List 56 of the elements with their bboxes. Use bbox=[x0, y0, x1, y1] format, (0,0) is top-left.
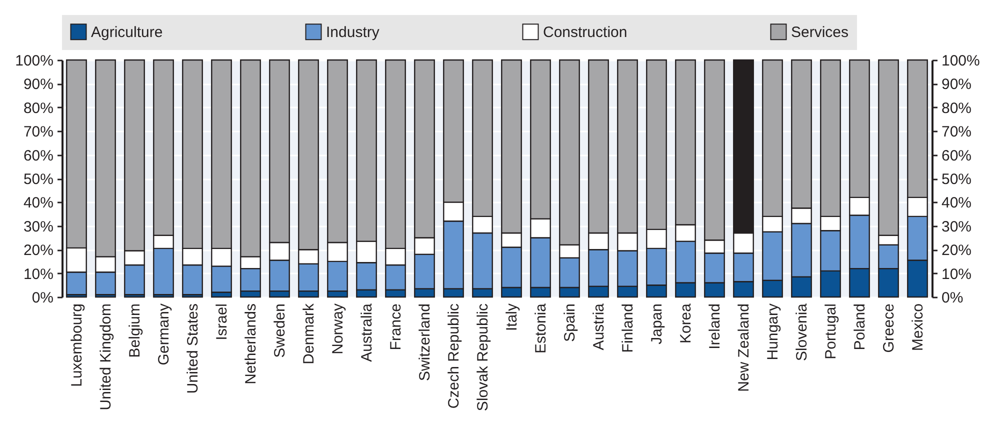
legend-label: Industry bbox=[326, 24, 380, 41]
x-tick-label: Slovak Republic bbox=[474, 303, 492, 412]
x-tick-label: Israel bbox=[214, 304, 230, 340]
x-tick-label: Luxembourg bbox=[68, 304, 86, 387]
x-tick-label: Portugal bbox=[822, 304, 840, 360]
x-tick-label: Finland bbox=[620, 304, 636, 353]
y-tick-label: 90% bbox=[23, 76, 54, 94]
x-tick-label: Estonia bbox=[532, 302, 550, 354]
y2-tick-label: 20% bbox=[942, 242, 972, 260]
y-tick-label: 80% bbox=[23, 100, 54, 117]
y2-tick-label: 40% bbox=[942, 194, 972, 212]
y-tick-label: 70% bbox=[23, 124, 54, 141]
y2-tick-label: 50% bbox=[942, 171, 972, 188]
y2-tick-label: 90% bbox=[942, 76, 972, 94]
legend-label: Services bbox=[791, 24, 849, 41]
x-tick-label: Ireland bbox=[706, 304, 724, 350]
y-tick-label: 50% bbox=[23, 171, 54, 188]
x-tick-label: Hungary bbox=[764, 303, 782, 360]
legend-label: Agriculture bbox=[91, 24, 163, 41]
y2-tick-label: 10% bbox=[942, 266, 972, 283]
y-tick-label: 60% bbox=[23, 147, 54, 164]
y-tick-label: 20% bbox=[23, 242, 54, 260]
x-tick-label: Czech Republic bbox=[446, 303, 462, 409]
y-tick-label: 100% bbox=[15, 52, 54, 70]
x-tick-label: New Zealand bbox=[736, 304, 752, 392]
x-tick-label: Denmark bbox=[300, 303, 318, 364]
y2-tick-label: 0% bbox=[942, 290, 964, 306]
x-tick-label: Spain bbox=[562, 304, 578, 342]
x-tick-label: Belgium bbox=[126, 304, 144, 358]
x-tick-label: Norway bbox=[330, 303, 346, 354]
x-tick-label: Austria bbox=[590, 302, 608, 350]
x-tick-label: Switzerland bbox=[416, 304, 434, 382]
y-tick-label: 0% bbox=[32, 290, 54, 306]
y-tick-label: 30% bbox=[23, 218, 54, 236]
legend-label: Construction bbox=[543, 24, 628, 41]
x-tick-label: Mexico bbox=[910, 304, 926, 352]
x-tick-label: Greece bbox=[880, 304, 898, 353]
x-tick-label: United Kingdom bbox=[98, 304, 114, 410]
y2-tick-label: 100% bbox=[942, 52, 980, 70]
y2-tick-label: 80% bbox=[942, 100, 972, 117]
x-tick-label: Australia bbox=[358, 302, 376, 362]
x-tick-label: Sweden bbox=[272, 304, 288, 358]
y2-tick-label: 30% bbox=[942, 218, 972, 236]
x-tick-label: Slovenia bbox=[794, 302, 810, 362]
x-tick-label: Netherlands bbox=[242, 304, 260, 384]
y2-tick-label: 70% bbox=[942, 124, 972, 141]
x-tick-label: United States bbox=[184, 304, 202, 394]
x-tick-label: Germany bbox=[156, 303, 172, 366]
y2-tick-label: 60% bbox=[942, 147, 972, 164]
x-tick-label: Italy bbox=[504, 303, 520, 332]
x-tick-label: Japan bbox=[648, 304, 666, 344]
y-tick-label: 40% bbox=[23, 194, 54, 212]
y-tick-label: 10% bbox=[23, 266, 54, 283]
x-tick-label: Poland bbox=[852, 304, 868, 350]
x-tick-label: Korea bbox=[678, 302, 694, 344]
x-tick-label: France bbox=[388, 304, 404, 350]
